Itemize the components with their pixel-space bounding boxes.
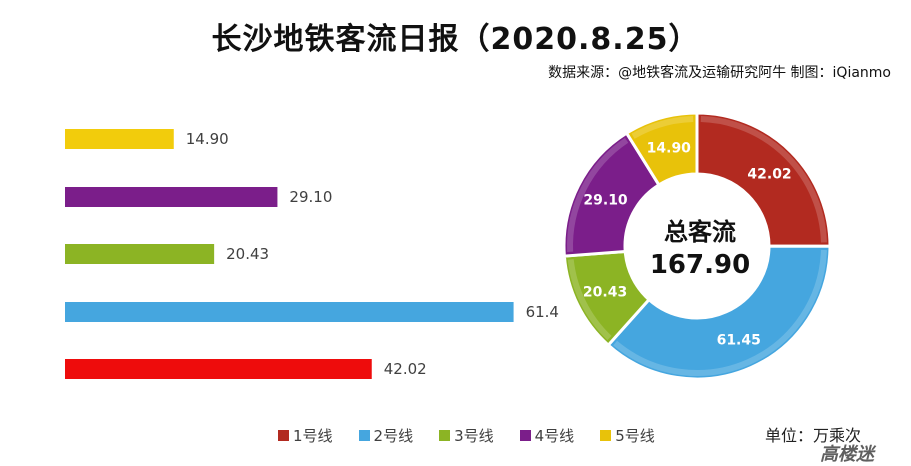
chart-legend: 1号线 2号线 3号线 4号线 5号线 (278, 425, 655, 446)
data-source-note: 数据来源：@地铁客流及运输研究阿牛 制图：iQianmo (548, 65, 891, 81)
legend-swatch (519, 430, 531, 441)
bar (65, 187, 278, 207)
chart-title: 长沙地铁客流日报（2020.8.25） (211, 22, 700, 57)
horizontal-bar-chart: 14.90 29.10 20.43 61.45 42.02 (65, 129, 560, 379)
bar-value-label: 42.02 (384, 360, 427, 378)
bar (65, 359, 372, 379)
donut-center-total: 167.90 (649, 250, 751, 280)
donut-slice-bevel (631, 116, 694, 139)
bar (65, 244, 215, 264)
donut-center-title: 总客流 (664, 218, 736, 246)
bar-value-label: 20.43 (226, 245, 269, 263)
legend-item: 4号线 (519, 425, 575, 446)
bar (65, 302, 514, 322)
donut-slice-bevel (567, 259, 612, 341)
donut-slice-bevel (700, 116, 827, 243)
slice-value-label: 20.43 (583, 284, 627, 300)
slice-value-label: 42.02 (747, 167, 791, 183)
donut-slice-bevel (567, 137, 629, 252)
bar-value-label: 14.90 (186, 130, 229, 148)
donut-slice-bevel (613, 249, 827, 376)
slice-value-label: 61.45 (717, 333, 761, 349)
donut-slice (624, 111, 699, 187)
legend-swatch (439, 430, 451, 441)
legend-item: 2号线 (358, 425, 414, 446)
legend-swatch (600, 430, 612, 441)
legend-swatch (278, 430, 289, 441)
legend-label: 1号线 (293, 427, 333, 445)
legend-item: 3号线 (439, 425, 494, 446)
donut-slice (695, 111, 832, 248)
legend-item: 5号线 (600, 425, 655, 446)
legend-label: 5号线 (615, 427, 655, 445)
legend-label: 3号线 (454, 427, 494, 445)
unit-note: 单位：万乘次 (765, 426, 862, 445)
bar (65, 129, 174, 149)
legend-label: 4号线 (534, 427, 575, 445)
legend-label: 2号线 (373, 427, 414, 445)
watermark-logo: 高楼迷 (820, 444, 874, 465)
slice-value-label: 29.10 (583, 193, 628, 209)
donut-slice (606, 244, 832, 381)
bar-value-label: 61.45 (526, 303, 560, 321)
legend-item: 1号线 (278, 425, 333, 446)
bar-value-label: 29.10 (289, 188, 332, 206)
legend-swatch (358, 430, 370, 441)
slice-value-label: 14.90 (647, 140, 692, 156)
